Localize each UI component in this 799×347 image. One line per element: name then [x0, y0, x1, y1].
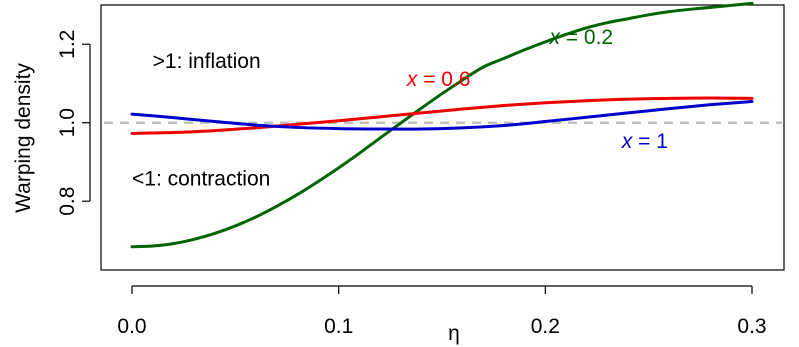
x-axis-title: η [448, 322, 460, 345]
y-axis: 0.8 1.0 1.2 [56, 30, 91, 216]
series-line-3 [130, 100, 754, 131]
x-tick-label: 0.0 [117, 315, 146, 338]
x-tick-label: 0.1 [324, 315, 353, 338]
y-tick-label: 0.8 [56, 187, 79, 216]
series-label-layer: x = 0.2 x = 0.6 x = 1 [406, 26, 668, 153]
annotation-inflation: >1: inflation [153, 50, 261, 73]
x-axis: 0.0 0.1 0.2 0.3 [117, 285, 767, 338]
series-label-2: x = 0.6 [406, 68, 471, 91]
series-label-3: x = 1 [621, 130, 668, 153]
series-layer [130, 1, 754, 249]
x-tick-label: 0.2 [531, 315, 560, 338]
plot-frame [100, 4, 785, 271]
y-axis-title: Warping density [12, 63, 35, 213]
series-line-2 [130, 96, 754, 135]
series-line-1 [130, 1, 754, 249]
series-label-1: x = 0.2 [548, 26, 613, 49]
annotation-layer: >1: inflation <1: contraction [132, 50, 270, 191]
y-tick-label: 1.0 [56, 108, 79, 137]
x-tick-label: 0.3 [737, 315, 766, 338]
y-tick-label: 1.2 [56, 30, 79, 59]
annotation-contraction: <1: contraction [132, 168, 270, 191]
